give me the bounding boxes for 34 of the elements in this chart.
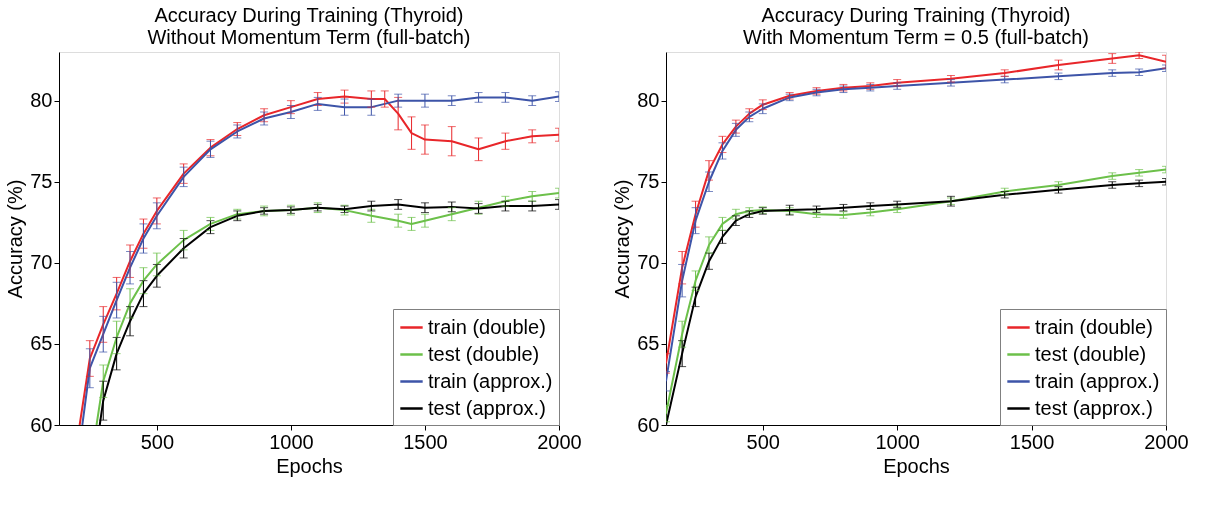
x-tick-label: 500 xyxy=(746,430,780,453)
y-tick-label: 75 xyxy=(30,170,53,193)
legend-label: test (approx.) xyxy=(1035,396,1153,419)
text: With Momentum Term = 0.5 (full-batch) xyxy=(743,26,1089,48)
y-tick-label: 70 xyxy=(637,251,660,274)
text: Accuracy During Training (Thyroid) xyxy=(761,4,1071,26)
x-tick-label: 500 xyxy=(140,430,175,453)
y-axis-title: Accuracy (%) xyxy=(611,179,634,299)
y-tick-label: 75 xyxy=(637,170,660,193)
y-tick-label: 65 xyxy=(30,332,53,355)
text: Accuracy During Training (Thyroid) xyxy=(154,4,464,26)
x-tick-label: 1000 xyxy=(269,430,314,453)
x-axis-title: Epochs xyxy=(276,454,343,477)
legend-label: test (double) xyxy=(428,342,540,365)
y-tick-label: 65 xyxy=(637,332,660,355)
text: Without Momentum Term (full-batch) xyxy=(147,26,471,48)
x-tick-label: 2000 xyxy=(537,430,582,453)
x-tick-label: 2000 xyxy=(1144,430,1189,453)
y-tick-label: 70 xyxy=(30,251,53,274)
x-tick-label: 1500 xyxy=(1009,430,1055,453)
y-tick-label: 60 xyxy=(30,413,53,436)
x-tick-label: 1500 xyxy=(403,430,448,453)
y-tick-label: 80 xyxy=(637,89,660,112)
legend-label: train (double) xyxy=(428,315,546,338)
legend-label: train (approx.) xyxy=(1035,369,1160,392)
legend-label: train (double) xyxy=(1035,315,1153,338)
legend-label: train (approx.) xyxy=(428,369,553,392)
y-tick-label: 80 xyxy=(30,89,53,112)
x-axis-title: Epochs xyxy=(883,454,950,477)
y-axis-title: Accuracy (%) xyxy=(4,179,27,299)
legend-label: test (double) xyxy=(1035,342,1147,365)
y-tick-label: 60 xyxy=(637,413,660,436)
x-tick-label: 1000 xyxy=(875,430,920,453)
legend-label: test (approx.) xyxy=(428,396,546,419)
